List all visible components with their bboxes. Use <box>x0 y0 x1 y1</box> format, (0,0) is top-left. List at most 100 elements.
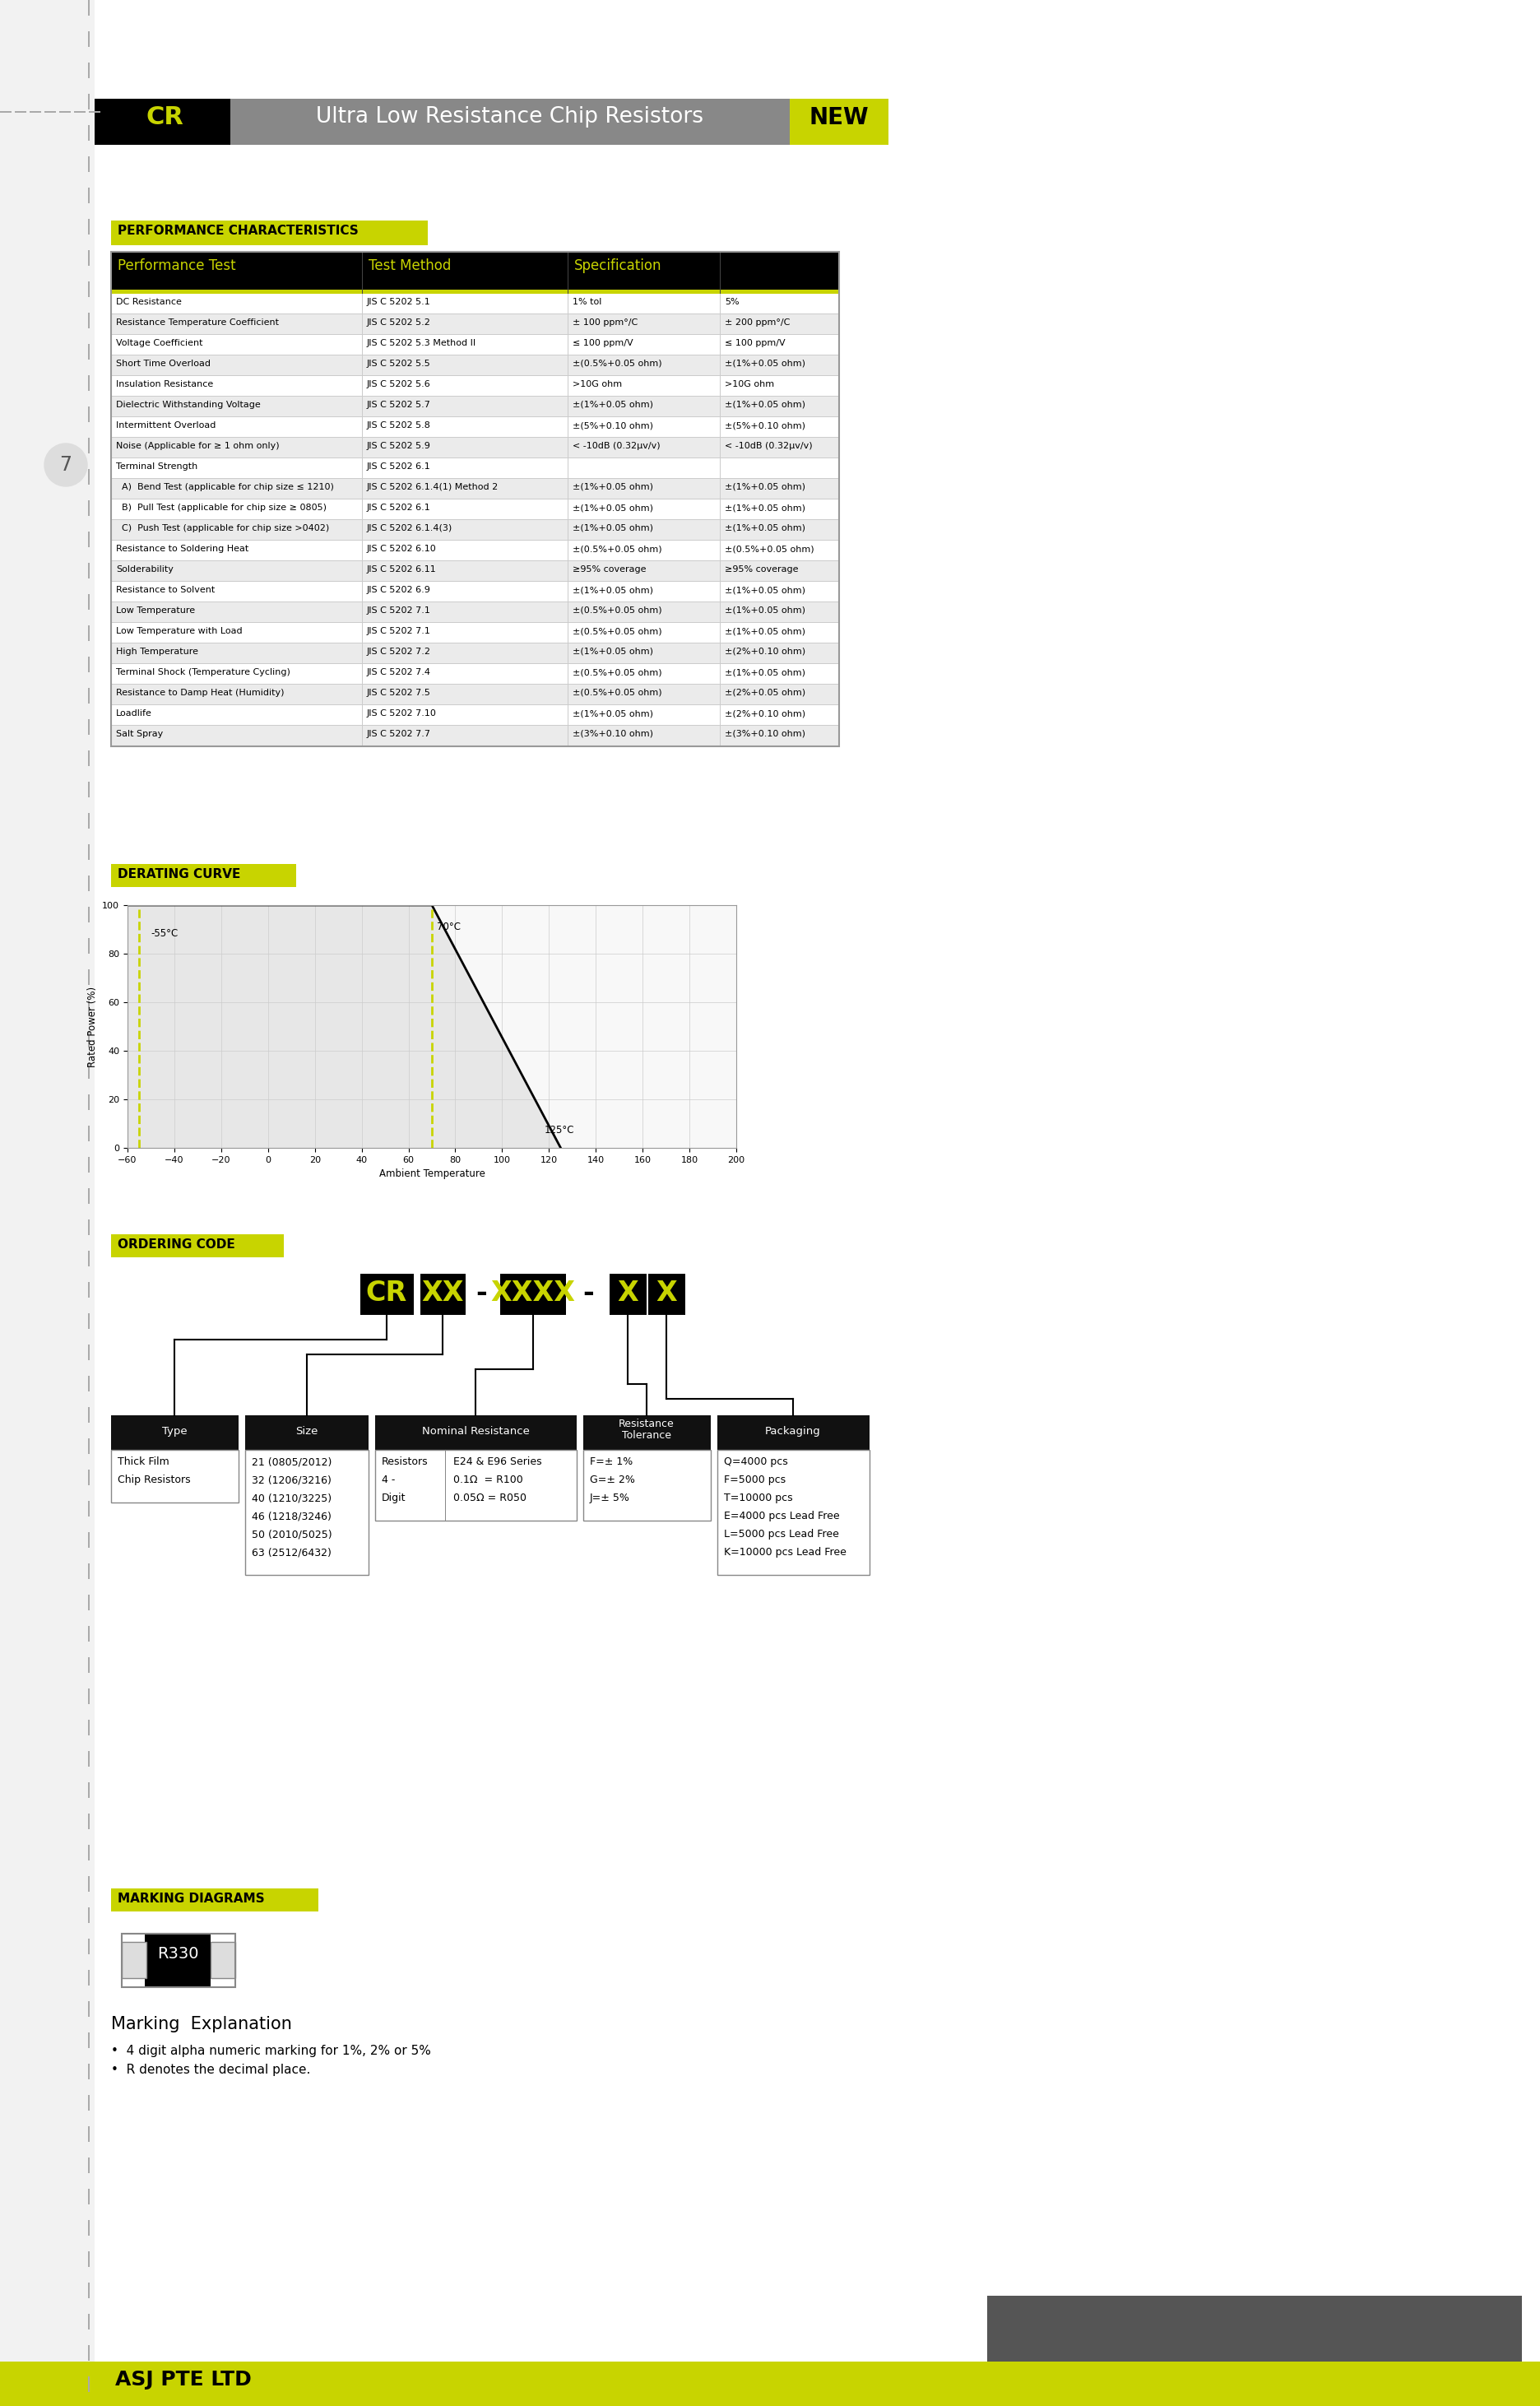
Bar <box>88 1345 89 1359</box>
Bar <box>790 99 889 144</box>
Text: PERFORMANCE CHARACTERISTICS: PERFORMANCE CHARACTERISTICS <box>117 224 359 236</box>
Bar <box>648 1273 685 1316</box>
Text: ±(2%+0.10 ohm): ±(2%+0.10 ohm) <box>725 710 805 717</box>
Bar <box>111 623 839 642</box>
Text: -: - <box>476 1280 487 1306</box>
Bar <box>88 1220 89 1234</box>
Text: Thick Film: Thick Film <box>117 1456 169 1468</box>
Text: L=5000 pcs Lead Free: L=5000 pcs Lead Free <box>724 1528 839 1540</box>
Text: 40 (1210/3225): 40 (1210/3225) <box>251 1492 331 1504</box>
Text: Resistance to Solvent: Resistance to Solvent <box>116 587 216 594</box>
Bar <box>88 94 89 108</box>
Text: 0.05Ω = R050: 0.05Ω = R050 <box>453 1492 527 1504</box>
Bar <box>584 1415 711 1451</box>
Bar <box>111 642 839 664</box>
Text: ±(1%+0.05 ohm): ±(1%+0.05 ohm) <box>573 484 653 491</box>
Text: ≤ 100 ppm/V: ≤ 100 ppm/V <box>725 339 785 346</box>
Text: ≥95% coverage: ≥95% coverage <box>573 565 647 573</box>
Bar <box>111 1415 239 1451</box>
Text: F=5000 pcs: F=5000 pcs <box>724 1475 785 1485</box>
Text: JIS C 5202 6.1.4(1) Method 2: JIS C 5202 6.1.4(1) Method 2 <box>367 484 499 491</box>
Bar <box>111 500 839 520</box>
Text: Performance Test: Performance Test <box>117 257 236 274</box>
Bar <box>111 397 839 416</box>
Bar <box>88 1877 89 1891</box>
Text: R330: R330 <box>157 1946 199 1961</box>
Bar <box>88 2158 89 2173</box>
Text: ±(0.5%+0.05 ohm): ±(0.5%+0.05 ohm) <box>573 606 662 614</box>
Bar <box>88 1689 89 1703</box>
Bar <box>0 2363 1540 2406</box>
Text: JIS C 5202 7.1: JIS C 5202 7.1 <box>367 606 431 614</box>
Bar <box>88 907 89 921</box>
Bar <box>111 1234 283 1258</box>
Bar <box>88 63 89 77</box>
Bar <box>88 1564 89 1578</box>
Bar <box>88 1157 89 1172</box>
Text: Voltage Coefficient: Voltage Coefficient <box>116 339 203 346</box>
Bar <box>122 1934 236 1987</box>
Bar <box>88 657 89 671</box>
Bar <box>88 876 89 890</box>
Text: Digit: Digit <box>382 1492 407 1504</box>
Text: JIS C 5202 7.5: JIS C 5202 7.5 <box>367 688 431 698</box>
Bar <box>111 1451 239 1501</box>
Bar <box>420 1273 465 1316</box>
Text: ±(1%+0.05 ohm): ±(1%+0.05 ohm) <box>573 647 653 657</box>
Bar <box>88 188 89 202</box>
Bar <box>88 532 89 546</box>
Text: ±(0.5%+0.05 ohm): ±(0.5%+0.05 ohm) <box>573 358 662 368</box>
Bar <box>500 1273 567 1316</box>
Text: ±(2%+0.05 ohm): ±(2%+0.05 ohm) <box>725 688 805 698</box>
Bar <box>211 1942 236 1978</box>
Text: ±(2%+0.10 ohm): ±(2%+0.10 ohm) <box>725 647 805 657</box>
Text: NEW: NEW <box>808 106 869 130</box>
Bar <box>111 438 839 457</box>
Text: XX: XX <box>422 1280 464 1306</box>
Bar <box>88 1063 89 1078</box>
Text: Low Temperature: Low Temperature <box>116 606 196 614</box>
Text: 32 (1206/3216): 32 (1206/3216) <box>251 1475 331 1485</box>
Text: ±(1%+0.05 ohm): ±(1%+0.05 ohm) <box>573 587 653 594</box>
Bar <box>111 457 839 479</box>
Text: T=10000 pcs: T=10000 pcs <box>724 1492 793 1504</box>
Text: JIS C 5202 5.1: JIS C 5202 5.1 <box>367 298 431 306</box>
Bar <box>111 289 839 294</box>
Text: Intermittent Overload: Intermittent Overload <box>116 421 216 431</box>
Bar <box>111 416 839 438</box>
Bar <box>88 1626 89 1641</box>
Bar <box>88 1939 89 1954</box>
Text: K=10000 pcs Lead Free: K=10000 pcs Lead Free <box>724 1547 847 1557</box>
Text: JIS C 5202 5.8: JIS C 5202 5.8 <box>367 421 431 431</box>
Bar <box>88 1314 89 1328</box>
Bar <box>88 2252 89 2266</box>
Bar <box>111 561 839 582</box>
Text: JIS C 5202 6.10: JIS C 5202 6.10 <box>367 544 437 553</box>
Text: 46 (1218/3246): 46 (1218/3246) <box>251 1511 331 1521</box>
Text: >10G ohm: >10G ohm <box>725 380 775 387</box>
Bar <box>88 2064 89 2079</box>
Bar <box>122 1942 146 1978</box>
Bar <box>88 782 89 796</box>
Bar <box>145 1934 211 1987</box>
Text: Solderability: Solderability <box>116 565 174 573</box>
Bar <box>88 1814 89 1829</box>
Bar <box>360 1273 414 1316</box>
Text: JIS C 5202 7.10: JIS C 5202 7.10 <box>367 710 437 717</box>
Bar <box>88 1658 89 1672</box>
Text: C)  Push Test (applicable for chip size >0402): C) Push Test (applicable for chip size >… <box>116 525 330 532</box>
Text: ±(1%+0.05 ohm): ±(1%+0.05 ohm) <box>573 710 653 717</box>
Text: Terminal Strength: Terminal Strength <box>116 462 197 472</box>
Bar <box>88 344 89 358</box>
Bar <box>88 1470 89 1485</box>
Text: Resistance to Damp Heat (Humidity): Resistance to Damp Heat (Humidity) <box>116 688 285 698</box>
Text: ±(1%+0.05 ohm): ±(1%+0.05 ohm) <box>573 402 653 409</box>
Text: •  4 digit alpha numeric marking for 1%, 2% or 5%: • 4 digit alpha numeric marking for 1%, … <box>111 2045 431 2057</box>
Text: Test Method: Test Method <box>368 257 451 274</box>
Bar <box>88 1408 89 1422</box>
Text: 63 (2512/6432): 63 (2512/6432) <box>251 1547 331 1557</box>
Text: Insulation Resistance: Insulation Resistance <box>116 380 213 387</box>
Text: B)  Pull Test (applicable for chip size ≥ 0805): B) Pull Test (applicable for chip size ≥… <box>116 503 326 512</box>
Text: Resistance to Soldering Heat: Resistance to Soldering Heat <box>116 544 248 553</box>
Text: E24 & E96 Series: E24 & E96 Series <box>453 1456 542 1468</box>
